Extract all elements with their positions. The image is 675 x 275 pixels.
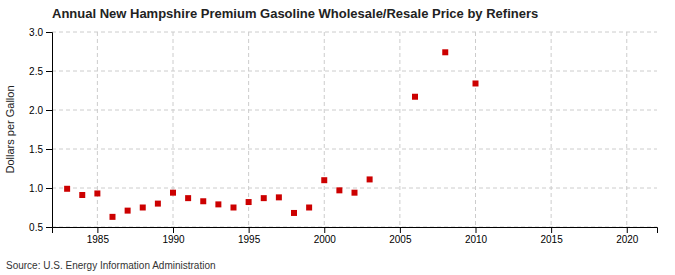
point — [442, 49, 448, 55]
grid-line — [52, 110, 657, 111]
point — [110, 214, 116, 220]
grid-line — [52, 188, 657, 189]
y-tick-label: 3.0 — [29, 27, 43, 38]
x-tick: 2015 — [541, 227, 564, 245]
point — [261, 195, 267, 201]
y-axis-title: Dollars per Gallon — [4, 85, 16, 173]
x-tick: 1990 — [162, 227, 185, 245]
point — [64, 186, 70, 192]
x-tick: 1995 — [238, 227, 261, 245]
point — [473, 80, 479, 86]
y-tick-mark — [46, 188, 52, 189]
x-tick-mark — [551, 227, 552, 233]
y-axis-line — [46, 33, 53, 228]
point — [336, 187, 342, 193]
chart: 1985 1990 1995 2000 2005 2010 2015 2020 0.5 1.0 1.… — [0, 0, 675, 275]
x-tick-mark — [324, 227, 325, 233]
grid-line — [173, 32, 174, 227]
grid-line — [52, 32, 657, 33]
point — [246, 199, 252, 205]
grid-line — [399, 32, 400, 227]
x-tick: 2010 — [465, 227, 488, 245]
x-tick-mark — [97, 227, 98, 233]
point — [140, 205, 146, 211]
x-axis: 1985 1990 1995 2000 2005 2010 2015 2020 — [53, 227, 658, 245]
point — [185, 195, 191, 201]
point — [412, 94, 418, 100]
y-tick: 2.0 — [29, 105, 52, 116]
point — [291, 210, 297, 216]
x-tick-label: 1985 — [87, 234, 110, 245]
grid-line — [52, 149, 657, 150]
grid-line — [52, 71, 657, 72]
y-tick: 2.5 — [29, 66, 52, 77]
grid-line — [97, 32, 98, 227]
y-tick: 0.5 — [29, 222, 52, 233]
x-tick: 2000 — [314, 227, 337, 245]
point — [125, 208, 131, 214]
point — [276, 194, 282, 200]
point — [155, 201, 161, 207]
y-tick: 3.0 — [29, 27, 52, 38]
y-tick: 1.0 — [29, 183, 52, 194]
x-tick: 2005 — [389, 227, 412, 245]
x-tick-mark — [627, 227, 628, 233]
y-tick-mark — [46, 149, 52, 150]
y-tick-mark — [46, 110, 52, 111]
grid-line — [248, 32, 249, 227]
point — [170, 190, 176, 196]
x-tick-label: 2005 — [389, 234, 412, 245]
grid-line — [626, 32, 627, 227]
y-axis: 0.5 1.0 1.5 2.0 2.5 3.0 — [29, 27, 52, 233]
x-tick-mark — [173, 227, 174, 233]
x-tick: 1985 — [87, 227, 110, 245]
y-tick-label: 2.0 — [29, 105, 43, 116]
grid-line — [324, 32, 325, 227]
x-tick-mark — [476, 227, 477, 233]
y-tick-mark — [46, 71, 52, 72]
x-tick: 2020 — [616, 227, 639, 245]
x-tick-label: 1995 — [238, 234, 261, 245]
x-tick-label: 2020 — [616, 234, 639, 245]
point — [79, 192, 85, 198]
y-tick-label: 1.5 — [29, 144, 43, 155]
point — [367, 176, 373, 182]
y-tick-label: 2.5 — [29, 66, 43, 77]
grid — [52, 32, 657, 227]
grid-line — [551, 32, 552, 227]
x-tick-label: 1990 — [162, 234, 185, 245]
y-tick-mark — [46, 227, 52, 228]
y-tick-label: 0.5 — [29, 222, 43, 233]
x-tick-label: 2000 — [314, 234, 337, 245]
x-tick-mark — [400, 227, 401, 233]
grid-line — [475, 32, 476, 227]
point — [231, 205, 237, 211]
title: Annual New Hampshire Premium Gasoline Wh… — [52, 6, 538, 21]
point — [200, 198, 206, 204]
x-tick-label: 2010 — [465, 234, 488, 245]
point — [306, 205, 312, 211]
x-tick-label: 2015 — [541, 234, 564, 245]
point — [94, 190, 100, 196]
source-note: Source: U.S. Energy Information Administ… — [6, 260, 216, 271]
plot-area: 1985 1990 1995 2000 2005 2010 2015 2020 0.5 1.0 1.… — [29, 27, 657, 245]
point — [215, 201, 221, 207]
x-axis-line — [53, 228, 658, 234]
y-tick: 1.5 — [29, 144, 52, 155]
x-tick-mark — [249, 227, 250, 233]
point — [352, 190, 358, 196]
points — [64, 49, 478, 220]
y-tick-label: 1.0 — [29, 183, 43, 194]
y-tick-mark — [46, 32, 52, 33]
point — [321, 177, 327, 183]
